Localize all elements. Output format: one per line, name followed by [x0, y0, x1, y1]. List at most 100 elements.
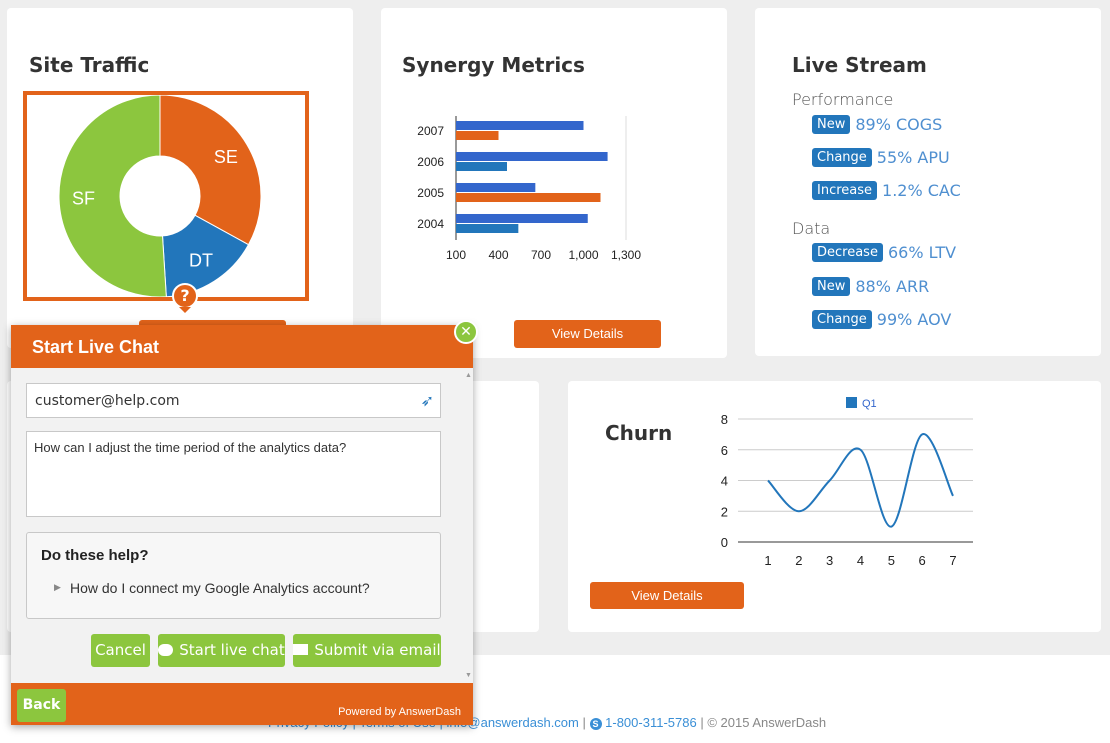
bar[interactable] [456, 214, 588, 223]
y-tick-label: 0 [721, 535, 728, 550]
x-tick-label: 400 [488, 248, 508, 262]
legend-swatch [846, 397, 857, 408]
x-tick-label: 1,000 [568, 248, 598, 262]
submit-via-email-label: Submit via email [314, 641, 441, 659]
start-live-chat-label: Start live chat [179, 641, 285, 659]
triangle-right-icon: ▶ [54, 582, 61, 592]
chat-title: Start Live Chat [32, 337, 160, 357]
scroll-up-icon[interactable]: ▲ [465, 372, 472, 379]
live-stream-item: Change 99% AOV [812, 308, 951, 330]
chat-bubble-icon [158, 644, 174, 656]
help-title: Do these help? [41, 547, 149, 564]
footer-separator: | [700, 715, 704, 730]
submit-via-email-button[interactable]: Submit via email [293, 634, 441, 667]
envelope-icon [293, 644, 309, 655]
bar-category-label: 2006 [417, 155, 444, 169]
status-badge: Increase [812, 180, 878, 200]
x-tick-label: 1,300 [611, 248, 641, 262]
x-tick-label: 3 [826, 553, 833, 568]
y-tick-label: 4 [721, 474, 728, 489]
footer-copyright: © 2015 AnswerDash [707, 715, 827, 730]
pie-label-sf: SF [72, 188, 95, 208]
y-tick-label: 6 [721, 443, 728, 458]
churn-card: Churn 0 2 4 6 8 1 2 3 4 5 6 7 Q1 View Details [568, 381, 1101, 632]
powered-by[interactable]: Powered by AnswerDash [338, 706, 461, 718]
skype-icon: S [589, 718, 602, 730]
live-chat-widget: Start Live Chat customer@help.com ➶ How … [11, 325, 473, 725]
churn-view-details-button[interactable]: View Details [590, 582, 744, 609]
email-field[interactable]: customer@help.com ➶ [26, 383, 441, 418]
metric-value: 89% COGS [855, 114, 943, 134]
help-badge-label: ? [180, 286, 190, 305]
bar-category-label: 2005 [417, 186, 444, 200]
synergy-view-details-button[interactable]: View Details [514, 320, 661, 348]
chat-scrollbar[interactable]: ▲ ▼ [463, 368, 473, 683]
back-button[interactable]: Back [17, 689, 66, 722]
bar[interactable] [456, 193, 601, 202]
metric-value: 1.2% CAC [882, 180, 961, 200]
synergy-bar-chart: 2007 2006 2005 2004 100 400 700 1,000 1,300 [417, 116, 641, 262]
site-traffic-title: Site Traffic [29, 53, 150, 77]
chat-header: Start Live Chat [11, 325, 473, 368]
bar-category-label: 2004 [417, 217, 444, 231]
help-badge[interactable]: ? [172, 283, 198, 309]
bar[interactable] [456, 162, 507, 171]
synergy-metrics-card: Synergy Metrics 2007 2006 2005 2004 100 400 70… [381, 8, 727, 358]
footer-separator: | [582, 715, 586, 730]
x-tick-label: 1 [764, 553, 771, 568]
pie-label-dt: DT [189, 251, 213, 271]
start-live-chat-button[interactable]: Start live chat [158, 634, 285, 667]
status-badge: Change [812, 147, 872, 167]
live-stream-item: New 89% COGS [812, 113, 942, 135]
metric-value: 55% APU [876, 147, 950, 167]
footer-phone-link[interactable]: 1-800-311-5786 [605, 715, 697, 730]
help-article-link[interactable]: How do I connect my Google Analytics acc… [70, 580, 370, 596]
x-tick-label: 6 [919, 553, 926, 568]
site-traffic-pie-chart: SE DT SF [58, 94, 262, 298]
help-badge-pointer [179, 307, 191, 313]
site-traffic-chart-highlight: SE DT SF [23, 91, 309, 301]
status-badge: New [812, 114, 851, 134]
bar-category-label: 2007 [417, 124, 444, 138]
legend-label: Q1 [862, 398, 877, 410]
chat-body: customer@help.com ➶ How can I adjust the… [11, 368, 473, 683]
x-tick-label: 4 [857, 553, 864, 568]
live-stream-section-performance: Performance [792, 90, 894, 109]
status-badge: Decrease [812, 242, 883, 262]
x-tick-label: 100 [446, 248, 466, 262]
bar[interactable] [456, 131, 499, 140]
cancel-button[interactable]: Cancel [91, 634, 150, 667]
pie-slice-sf[interactable] [58, 94, 167, 298]
x-tick-label: 5 [888, 553, 895, 568]
live-stream-item: Increase 1.2% CAC [812, 179, 961, 201]
live-stream-item: Decrease 66% LTV [812, 241, 956, 263]
live-stream-section-data: Data [792, 219, 831, 238]
bar[interactable] [456, 121, 584, 130]
pie-slice-se[interactable] [159, 94, 262, 246]
message-field[interactable]: How can I adjust the time period of the … [26, 431, 441, 517]
metric-value: 88% ARR [855, 276, 930, 296]
live-stream-item: Change 55% APU [812, 146, 950, 168]
message-value: How can I adjust the time period of the … [34, 440, 347, 455]
bar[interactable] [456, 152, 608, 161]
metric-value: 99% AOV [876, 309, 952, 329]
series-line-q1[interactable] [767, 433, 954, 528]
x-tick-label: 7 [949, 553, 956, 568]
metric-value: 66% LTV [887, 242, 957, 262]
help-suggestions: Do these help? ▶ How do I connect my Goo… [26, 532, 441, 619]
autofill-icon: ➶ [420, 393, 434, 410]
bar[interactable] [456, 224, 519, 233]
live-stream-title: Live Stream [792, 53, 927, 77]
churn-title: Churn [605, 421, 673, 445]
live-stream-item: New 88% ARR [812, 275, 929, 297]
y-tick-label: 8 [721, 412, 728, 427]
bar[interactable] [456, 183, 536, 192]
pie-label-se: SE [214, 147, 238, 167]
synergy-metrics-title: Synergy Metrics [402, 53, 585, 77]
email-value: customer@help.com [35, 393, 180, 409]
scroll-down-icon[interactable]: ▼ [465, 672, 472, 679]
x-tick-label: 700 [531, 248, 551, 262]
pie-slice-dt[interactable] [161, 214, 250, 298]
chat-footer: Back Powered by AnswerDash [11, 683, 473, 725]
close-icon[interactable]: ✕ [454, 320, 478, 344]
